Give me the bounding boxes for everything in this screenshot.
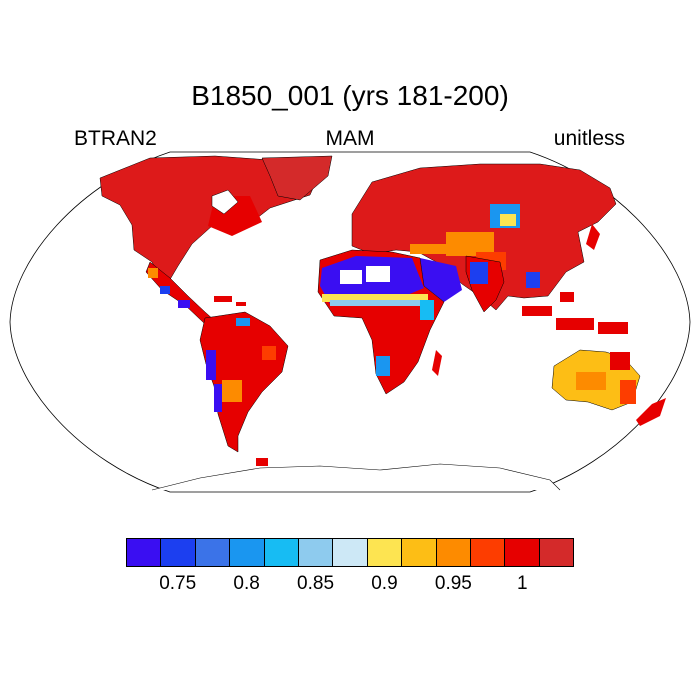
units-label: unitless [553,127,625,150]
dry-patch [262,346,276,360]
island [560,292,574,302]
colorbar-tick-label: 0.85 [297,573,335,594]
sahara-white [366,266,390,282]
colorbar-swatch [195,539,231,566]
japan-land [586,224,600,250]
madagascar-land [432,350,442,376]
dry-patch [236,318,250,326]
colorbar-swatch [505,539,540,566]
greenland-land [261,155,333,201]
island [522,306,552,316]
colorbar-swatch [367,539,403,566]
antarctic-peninsula [256,458,268,466]
australia-wet [610,352,630,370]
colorbar-swatch [264,539,299,566]
map-title: B1850_001 (yrs 181-200) [191,80,509,111]
colorbar-swatch [470,539,506,566]
arid-patch [178,300,190,308]
island [214,296,232,302]
colorbar-swatch [436,539,471,566]
australia-core [576,372,606,390]
colorbar-tick-label: 0.9 [371,573,398,594]
colorbar-swatch [333,539,368,566]
dry-patch [214,384,222,412]
colorbar-tick-label: 0.95 [434,573,472,594]
dry-patch [222,380,242,402]
sahara-white [340,270,362,284]
hudson-bay [211,189,239,215]
island [236,302,246,306]
island [598,322,628,334]
arid-patch [160,286,170,294]
colorbar [126,538,574,567]
dry-patch [206,350,216,380]
dry-patch [470,262,488,284]
colorbar-swatch [539,539,574,566]
arid-patch [148,268,158,278]
south-africa-dry [376,356,390,376]
arid-patch [410,244,450,254]
colorbar-tick-label: 0.8 [233,573,260,594]
colorbar-tick-label: 1 [517,573,528,594]
colorbar-swatch [402,539,437,566]
colorbar-ticks: 0.75 0.8 0.85 0.9 0.95 1 [126,573,574,599]
season-label: MAM [325,127,375,150]
australia-wet [620,380,636,404]
colorbar-swatch [298,539,334,566]
horn-dry [420,300,434,320]
new-zealand-land [636,398,666,426]
colorbar-swatch [161,539,196,566]
dry-patch [526,272,540,288]
colorbar-tick-label: 0.75 [159,573,197,594]
sahel-band [322,294,428,302]
variable-label: BTRAN2 [74,127,157,150]
sahel-band [330,300,420,306]
island [556,318,594,330]
colorbar-swatch [230,539,265,566]
colorbar-swatch [127,539,162,566]
antarctica-coast [151,463,561,491]
arid-patch [500,214,516,226]
